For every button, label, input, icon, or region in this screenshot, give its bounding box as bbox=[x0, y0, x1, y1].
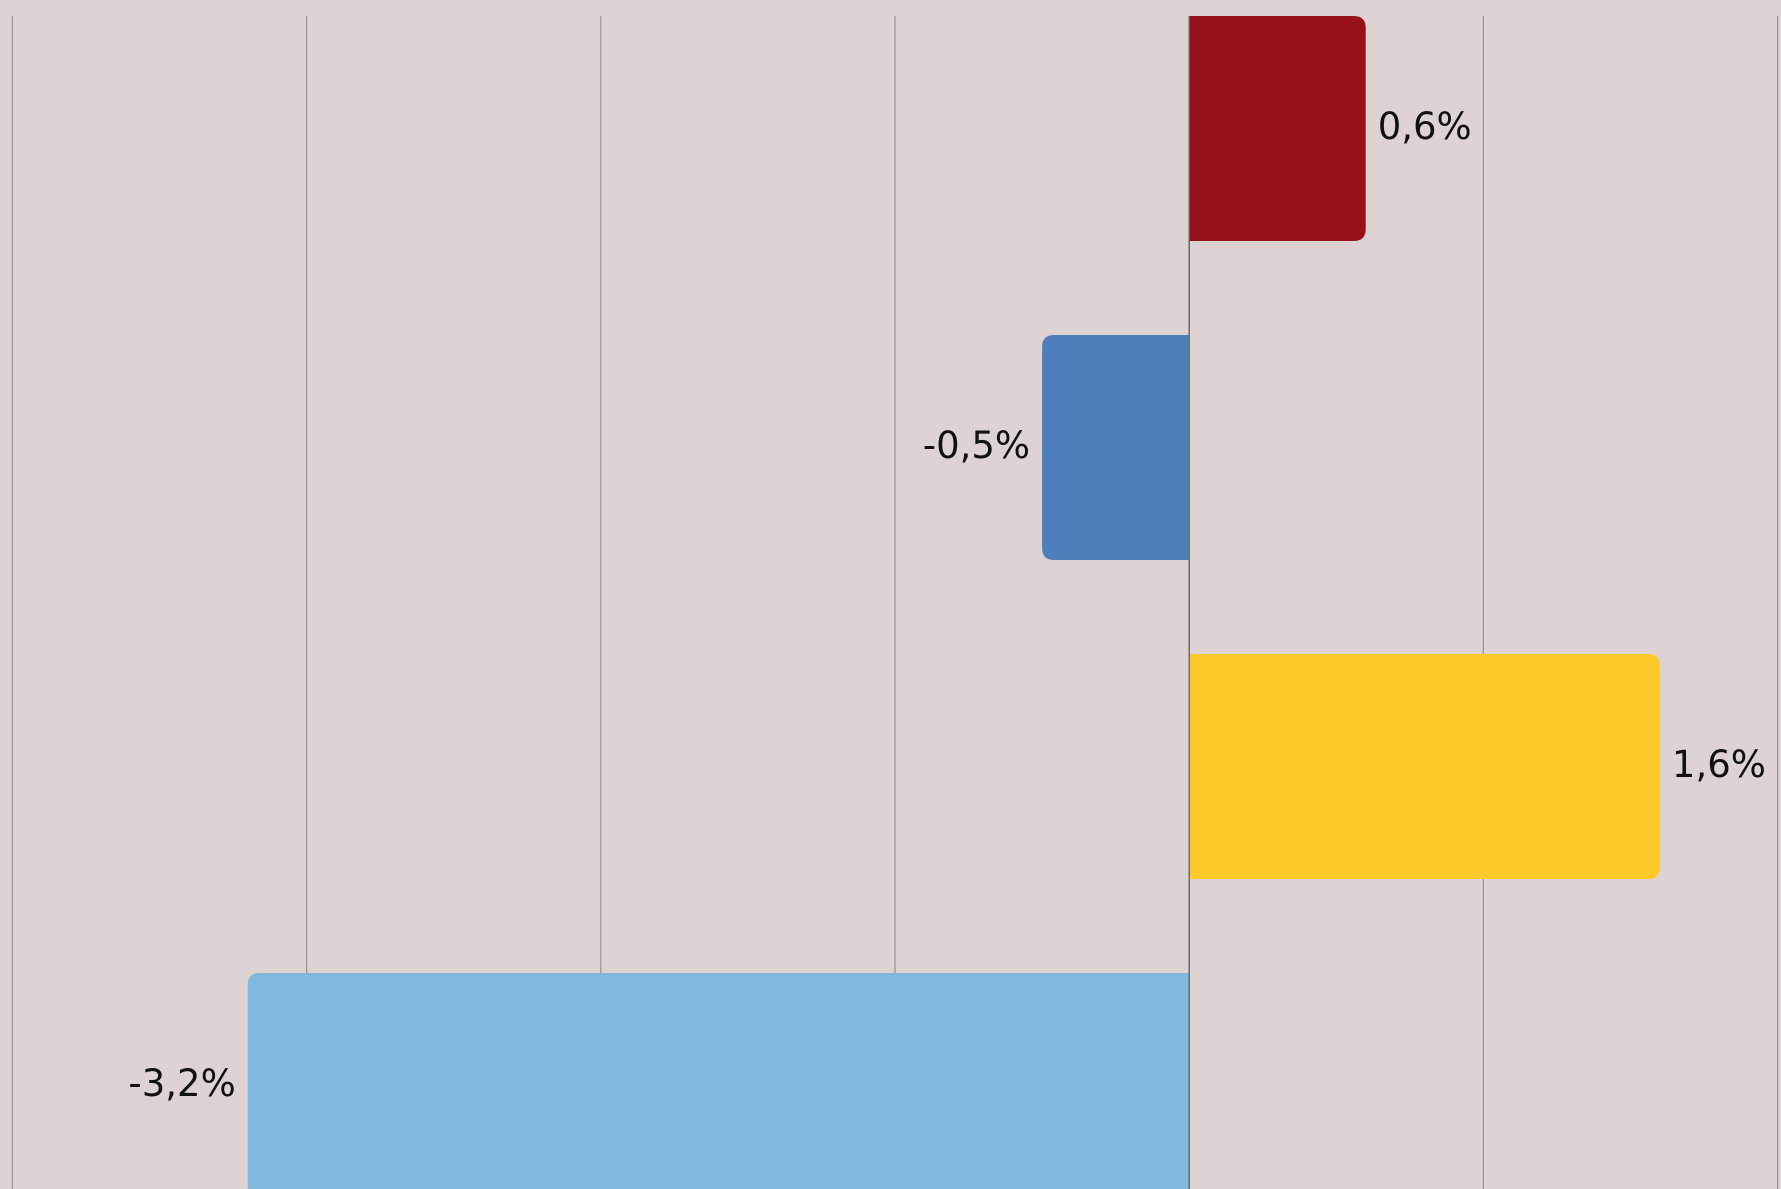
chart: 0,6% -0,5% 1,6% -3,2% bbox=[0, 0, 1781, 1189]
bar bbox=[1042, 335, 1189, 560]
bar bbox=[1189, 654, 1660, 879]
bar bbox=[1189, 16, 1366, 241]
value-label: -0,5% bbox=[923, 424, 1030, 467]
value-label: 0,6% bbox=[1378, 105, 1472, 148]
page: {"chart_data": {"type": "hbar", "categor… bbox=[0, 0, 1781, 1189]
value-label: -3,2% bbox=[128, 1062, 235, 1105]
value-label: 1,6% bbox=[1672, 743, 1766, 786]
bar bbox=[248, 973, 1189, 1189]
